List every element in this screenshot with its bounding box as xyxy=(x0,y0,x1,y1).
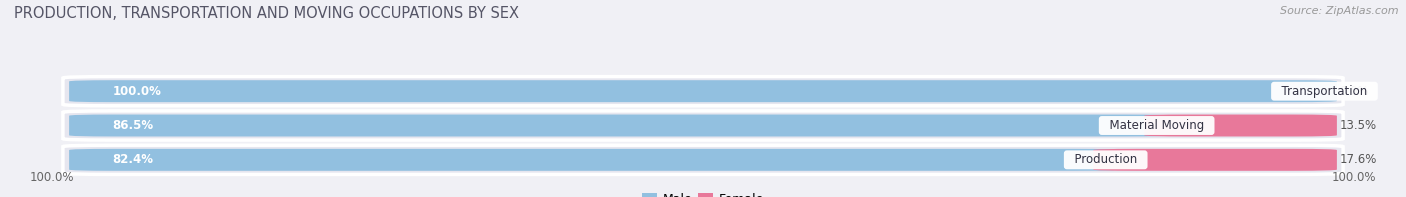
Text: PRODUCTION, TRANSPORTATION AND MOVING OCCUPATIONS BY SEX: PRODUCTION, TRANSPORTATION AND MOVING OC… xyxy=(14,6,519,21)
Text: 82.4%: 82.4% xyxy=(112,153,153,166)
FancyBboxPatch shape xyxy=(63,77,1343,106)
Text: 100.0%: 100.0% xyxy=(112,85,162,98)
Text: 100.0%: 100.0% xyxy=(30,171,75,184)
FancyBboxPatch shape xyxy=(63,145,1343,174)
Text: 17.6%: 17.6% xyxy=(1340,153,1376,166)
FancyBboxPatch shape xyxy=(69,80,1337,102)
Text: 0.0%: 0.0% xyxy=(1340,85,1369,98)
FancyBboxPatch shape xyxy=(1094,149,1337,171)
Text: Source: ZipAtlas.com: Source: ZipAtlas.com xyxy=(1281,6,1399,16)
FancyBboxPatch shape xyxy=(69,114,1170,137)
FancyBboxPatch shape xyxy=(1144,114,1337,137)
Legend: Male, Female: Male, Female xyxy=(637,188,769,197)
FancyBboxPatch shape xyxy=(69,149,1118,171)
FancyBboxPatch shape xyxy=(63,111,1343,140)
Text: 100.0%: 100.0% xyxy=(1331,171,1376,184)
Text: 13.5%: 13.5% xyxy=(1340,119,1376,132)
Text: 86.5%: 86.5% xyxy=(112,119,153,132)
Text: Material Moving: Material Moving xyxy=(1102,119,1212,132)
Text: Transportation: Transportation xyxy=(1274,85,1375,98)
Text: Production: Production xyxy=(1067,153,1144,166)
